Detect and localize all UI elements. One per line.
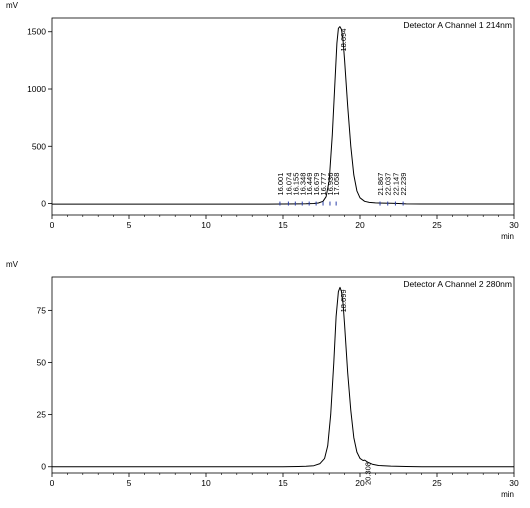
channel-label: Detector A Channel 1 214nm	[403, 20, 512, 30]
plot-frame	[51, 276, 515, 474]
chromatogram-channel-1: mV min Detector A Channel 1 214nm 0 5 10 15…	[6, 1, 519, 241]
y-tick-label: 500	[32, 141, 46, 151]
peak-retention-label: 22.239	[399, 173, 408, 196]
chromatogram-channel-2: mV min Detector A Channel 2 280nm 0 5 10 15…	[6, 260, 519, 499]
x-axis-unit-label: min	[501, 232, 514, 241]
chromatogram-trace	[52, 286, 514, 468]
peak-retention-label: 16.449	[305, 173, 314, 196]
y-tick-label: 75	[37, 305, 47, 315]
peak-retention-label: 16.001	[276, 173, 285, 196]
peak-retention-label: 16.348	[298, 173, 307, 196]
x-tick-label: 5	[127, 478, 132, 488]
x-tick-label: 25	[432, 478, 442, 488]
peak-retention-label: 22.037	[384, 173, 393, 196]
y-tick-label: 50	[37, 357, 47, 367]
x-tick-label: 10	[201, 220, 211, 230]
x-tick-label: 30	[509, 220, 519, 230]
y-axis-unit-label: mV	[6, 1, 19, 10]
peak-retention-label: 16.679	[312, 173, 321, 196]
x-tick-label: 20	[355, 478, 365, 488]
x-tick-label: 5	[127, 220, 132, 230]
x-tick-label: 30	[509, 478, 519, 488]
peak-retention-label: 22.147	[391, 173, 400, 196]
x-tick-label: 20	[355, 220, 365, 230]
x-tick-label: 15	[278, 220, 288, 230]
peak-retention-label: 18.694	[339, 29, 348, 52]
x-axis-unit-label: min	[501, 490, 514, 499]
x-tick-label: 15	[278, 478, 288, 488]
chromatogram-trace	[52, 26, 514, 205]
x-tick-label: 10	[201, 478, 211, 488]
y-tick-label: 0	[41, 462, 46, 472]
y-tick-label: 25	[37, 410, 47, 420]
peak-retention-label: 21.867	[376, 173, 385, 196]
x-tick-label: 25	[432, 220, 442, 230]
channel-label: Detector A Channel 2 280nm	[403, 279, 512, 289]
peak-retention-label: 16.936	[326, 173, 335, 196]
y-tick-label: 1500	[27, 27, 46, 37]
peak-retention-label: 16.074	[284, 173, 293, 196]
y-axis-unit-label: mV	[6, 260, 19, 269]
peak-retention-label: 20.308	[364, 462, 373, 485]
peak-retention-label: 18.699	[339, 289, 348, 312]
x-tick-label: 0	[50, 220, 55, 230]
y-tick-label: 1000	[27, 84, 46, 94]
peak-retention-label: 16.155	[291, 173, 300, 196]
y-tick-label: 0	[41, 199, 46, 209]
peak-retention-label: 17.058	[332, 173, 341, 196]
x-tick-label: 0	[50, 478, 55, 488]
peak-retention-label: 16.777	[319, 173, 328, 196]
